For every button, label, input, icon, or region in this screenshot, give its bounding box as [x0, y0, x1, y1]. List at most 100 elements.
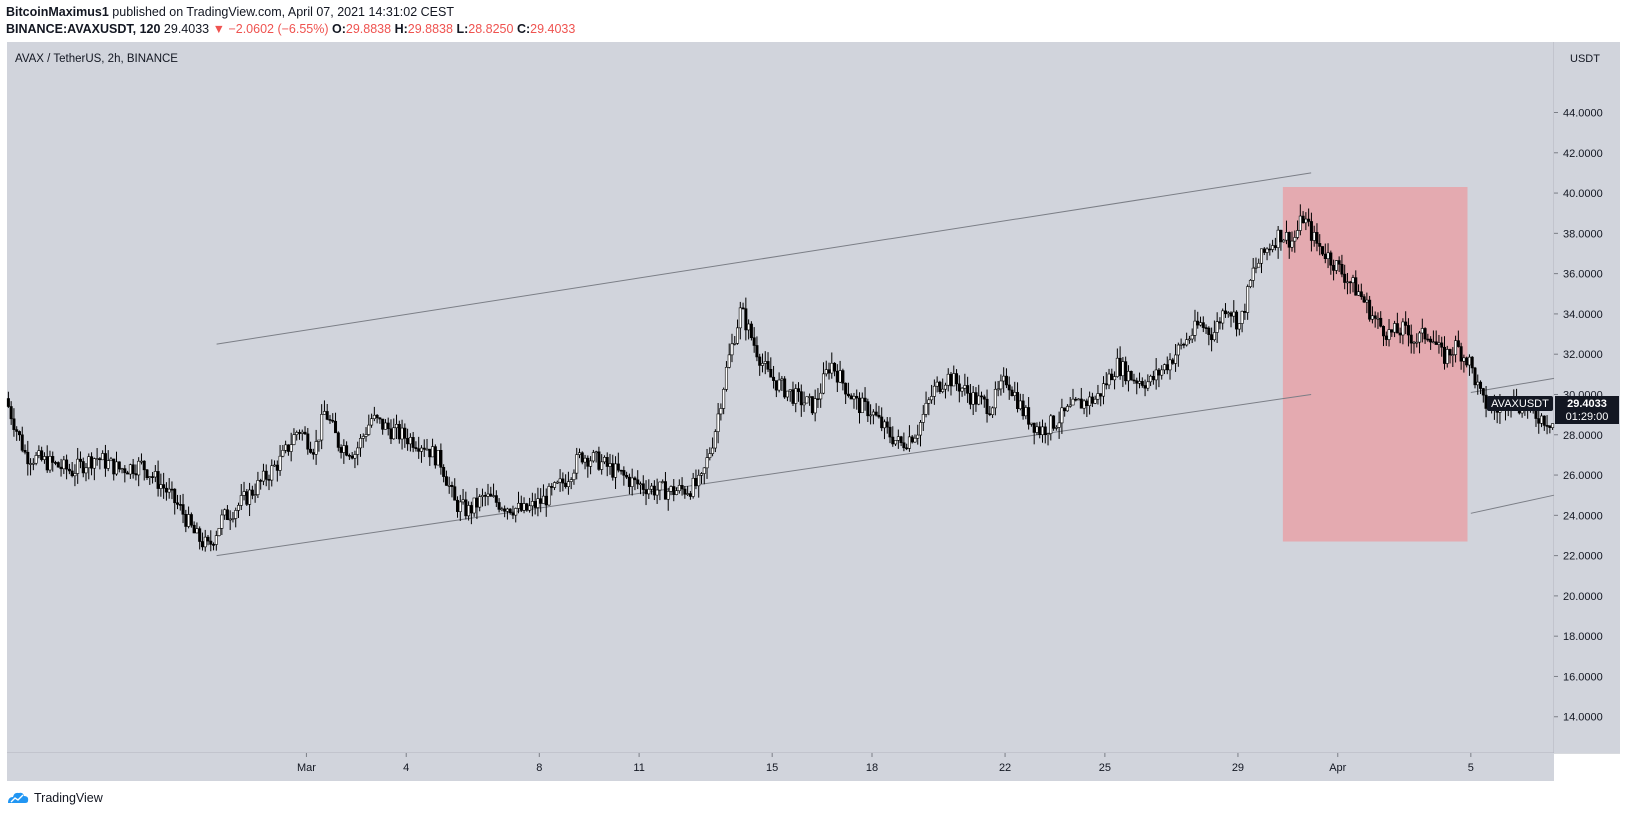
candle-body [1545, 425, 1549, 427]
candle-body [428, 448, 432, 458]
candle-body [98, 458, 102, 461]
candle-body [126, 472, 130, 475]
candle-body [616, 463, 620, 471]
candle-body [641, 483, 645, 490]
candle-body [278, 455, 282, 471]
candle-body [1476, 381, 1480, 386]
down-arrow-icon: ▼ [212, 22, 225, 36]
candle-body [1373, 315, 1377, 319]
candle-body [503, 508, 507, 512]
candle-body [802, 402, 806, 406]
tradingview-logo-icon [8, 792, 29, 803]
candle-body [1132, 379, 1136, 382]
candle-body [1268, 248, 1272, 251]
channel-line-4 [1470, 494, 1555, 514]
price-axis-unit: USDT [1570, 53, 1600, 65]
last-price-label: AVAXUSDT 29.4033 01:29:00 [1487, 396, 1619, 424]
candle-body [977, 395, 981, 405]
candle-body [358, 438, 362, 449]
candle-body [9, 406, 13, 420]
candle-body [1210, 334, 1214, 341]
candle-body [142, 460, 146, 471]
x-tick-label: 15 [766, 762, 778, 774]
symbol-badge: AVAXUSDT [1491, 398, 1549, 410]
candle-body [328, 419, 332, 421]
candle-body [675, 490, 679, 495]
candle-body [1296, 230, 1300, 238]
candle-body [869, 414, 873, 417]
candle-body [805, 396, 809, 404]
candle-body [51, 456, 55, 463]
candle-body [727, 354, 731, 368]
candle-body [547, 486, 551, 506]
candle-body [103, 453, 107, 469]
candle-body [1442, 346, 1446, 364]
candle-body [1154, 369, 1158, 381]
candle-body [1046, 433, 1050, 436]
published-text: published on TradingView.com, April 07, … [112, 5, 454, 19]
candle-body [1293, 237, 1297, 242]
candle-body [151, 476, 155, 478]
candle-body [1113, 376, 1117, 381]
candle-body [1260, 248, 1264, 264]
candle-body [317, 439, 321, 442]
candle-body [666, 491, 670, 500]
candle-body [1362, 296, 1366, 303]
candle-body [877, 414, 881, 418]
candle-body [744, 308, 748, 331]
candle-body [528, 505, 532, 511]
y-tick-label: 40.0000 [1563, 188, 1603, 200]
price-badge-value: 29.4033 [1567, 398, 1607, 410]
candle-body [1021, 400, 1025, 417]
candle-body [1448, 349, 1452, 356]
candle-body [414, 447, 418, 449]
candle-body [938, 381, 942, 392]
candle-body [736, 327, 740, 344]
price-axis: 14.0000 16.0000 18.0000 20.0000 22.0000 24.00… [1554, 107, 1603, 724]
candle-body [1063, 407, 1067, 412]
candle-body [1454, 340, 1458, 355]
x-tick-label: 18 [866, 762, 878, 774]
candle-body [1393, 323, 1397, 333]
candle-body [494, 495, 498, 503]
candle-body [1218, 321, 1222, 324]
candle-body [1354, 277, 1358, 296]
candle-body [309, 448, 313, 453]
y-tick-label: 44.0000 [1563, 107, 1603, 119]
x-tick-label: 4 [403, 762, 409, 774]
candle-body [733, 343, 737, 345]
candle-body [614, 463, 618, 478]
close-label: C: [516, 22, 531, 36]
candle-body [1429, 338, 1433, 343]
candle-body [347, 454, 351, 457]
candle-body [1340, 263, 1344, 275]
candle-body [1151, 375, 1155, 381]
candle-body [827, 369, 831, 374]
candle-body [583, 457, 587, 463]
candle-body [411, 437, 415, 448]
candle-body [885, 421, 889, 428]
candle-body [1284, 232, 1288, 241]
candle-body [927, 399, 931, 404]
candle-body [1124, 361, 1128, 382]
candle-body [1057, 422, 1061, 428]
footer-branding[interactable]: TradingView [6, 791, 103, 805]
candle-body [566, 481, 570, 487]
candle-body [395, 424, 399, 429]
candle-body [153, 471, 157, 478]
symbol-interval[interactable]: BINANCE:AVAXUSDT, 120 [6, 22, 161, 36]
candle-body [273, 464, 277, 467]
candle-body [1204, 327, 1208, 329]
candle-body [311, 452, 315, 455]
candle-body [1470, 356, 1474, 369]
author-name[interactable]: BitcoinMaximus1 [6, 5, 109, 19]
candle-body [70, 470, 74, 477]
candle-body [162, 484, 166, 489]
candle-body [974, 392, 978, 405]
candle-body [960, 387, 964, 392]
candle-body [1143, 385, 1147, 389]
candle-body [1229, 312, 1233, 317]
candle-body [170, 488, 174, 491]
candle-body [56, 462, 60, 468]
